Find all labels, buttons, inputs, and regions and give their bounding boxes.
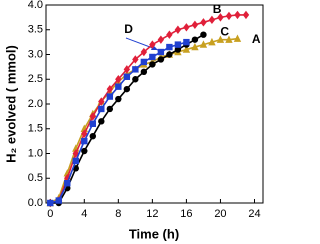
point [183, 38, 190, 46]
series-label: C [220, 24, 229, 38]
point [64, 180, 71, 187]
y-tick-label: 1.0 [28, 147, 43, 159]
x-tick-label: 24 [248, 208, 260, 220]
point [106, 93, 114, 100]
point [200, 31, 207, 38]
point [157, 56, 165, 63]
point [132, 76, 139, 83]
point [81, 129, 88, 138]
series-line [50, 14, 246, 204]
point [98, 105, 105, 113]
point [234, 10, 241, 20]
point [81, 137, 88, 145]
point [115, 75, 122, 84]
point [225, 35, 233, 43]
point [174, 46, 182, 53]
x-tick-label: 16 [180, 208, 192, 220]
point [47, 199, 54, 207]
x-tick-label: 4 [81, 208, 87, 220]
x-axis-label: Time (h) [129, 226, 179, 241]
point [233, 34, 242, 42]
point [106, 84, 114, 94]
y-tick-label: 0.5 [28, 172, 43, 184]
y-axis-label: H₂ evolved ( mmol) [3, 45, 18, 163]
y-tick-label: 1.5 [28, 123, 43, 135]
point [200, 18, 207, 27]
point [64, 174, 71, 183]
point [191, 42, 199, 51]
series-label: D [124, 22, 133, 36]
point [216, 35, 225, 43]
point [166, 43, 173, 51]
point [72, 149, 79, 158]
chart: Time (h) H₂ evolved ( mmol) 0 4 8 12 16 20 24 0… [3, 0, 264, 241]
point [242, 10, 250, 20]
point [157, 35, 165, 44]
point [106, 105, 114, 113]
series-label: A [252, 32, 261, 46]
x-tick-label: 20 [214, 208, 226, 220]
point [199, 40, 208, 48]
point [208, 15, 216, 25]
y-tick-label: 3.5 [28, 24, 43, 36]
point [191, 36, 199, 43]
series-label: B [213, 2, 222, 16]
point [140, 47, 148, 57]
point [81, 147, 88, 155]
point [89, 132, 97, 140]
plot-frame [45, 4, 264, 204]
point [98, 118, 105, 125]
point [225, 11, 233, 21]
point [72, 157, 79, 165]
point [174, 41, 182, 48]
point [132, 55, 139, 64]
point [149, 40, 156, 49]
point [98, 97, 105, 106]
y-tick-label: 2.5 [28, 73, 43, 85]
y-tick-label: 0.0 [28, 197, 43, 209]
y-tick-label: 2.0 [28, 98, 43, 110]
x-tick-label: 12 [146, 208, 158, 220]
y-tick-label: 3.0 [28, 48, 43, 60]
point [182, 45, 191, 53]
point [115, 83, 122, 90]
x-tick-label: 8 [115, 208, 121, 220]
point [140, 58, 148, 66]
point [149, 61, 156, 68]
point [149, 53, 156, 61]
point [166, 30, 173, 39]
point [217, 13, 224, 22]
x-tick-label: 0 [47, 208, 53, 220]
point [89, 112, 97, 121]
point [166, 51, 173, 58]
point [183, 23, 190, 32]
point [132, 66, 139, 73]
point [115, 95, 122, 103]
point [123, 73, 131, 80]
point [55, 197, 62, 204]
point [174, 25, 182, 34]
point [123, 85, 131, 93]
point [123, 65, 131, 74]
point [89, 120, 97, 127]
point [157, 48, 165, 56]
series-line [50, 34, 204, 204]
point [191, 20, 199, 29]
point [208, 37, 216, 46]
y-tick-label: 4.0 [28, 0, 43, 11]
point [140, 68, 148, 76]
